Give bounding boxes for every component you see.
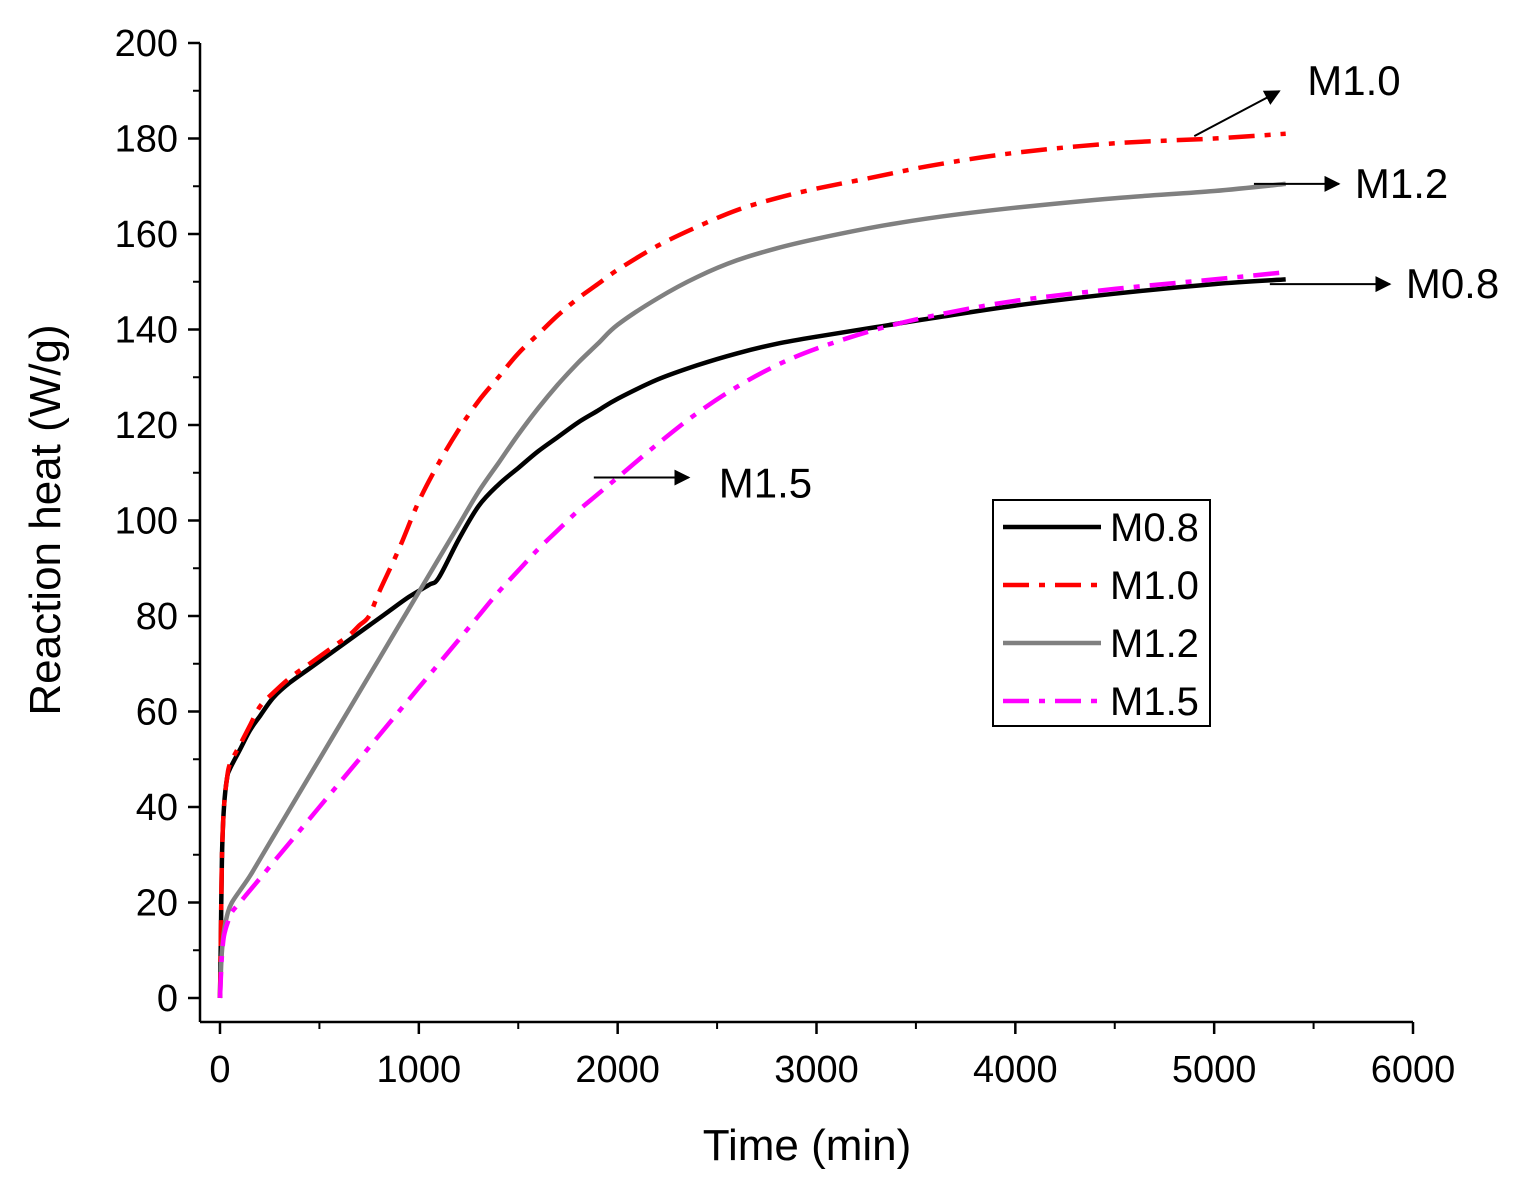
y-tick-label: 80 xyxy=(136,596,178,638)
axis-ticks: 0 1000 2000 3000 4000 5000 6000 0 20 40 60 80 100 120… xyxy=(115,23,1456,1091)
y-tick-label: 20 xyxy=(136,883,178,925)
series-line-m1-5 xyxy=(217,269,1286,999)
legend: M0.8 M1.0 M1.2 M1.5 xyxy=(992,499,1211,727)
series-line-m1-0 xyxy=(217,131,1286,999)
y-tick-label: 100 xyxy=(115,501,178,543)
annotations: M1.0 M1.2 M0.8 M1.5 xyxy=(593,57,1499,507)
y-tick-label: 140 xyxy=(115,310,178,352)
y-tick-label: 120 xyxy=(115,405,178,447)
annotation-label-m1-0: M1.0 xyxy=(1307,57,1400,104)
plot-series xyxy=(217,131,1286,999)
series-line-m0-8 xyxy=(217,277,1286,999)
legend-label-m1-2: M1.2 xyxy=(1110,622,1199,666)
x-tick-label: 1000 xyxy=(377,1049,462,1091)
x-tick-label: 4000 xyxy=(973,1049,1058,1091)
y-axis-title: Reaction heat (W/g) xyxy=(21,324,70,715)
y-tick-label: 180 xyxy=(115,119,178,161)
legend-label-m1-0: M1.0 xyxy=(1110,564,1199,608)
x-tick-label: 6000 xyxy=(1371,1049,1456,1091)
x-tick-label: 5000 xyxy=(1172,1049,1257,1091)
x-tick-label: 0 xyxy=(209,1049,230,1091)
legend-label-m0-8: M0.8 xyxy=(1110,506,1199,550)
legend-label-m1-5: M1.5 xyxy=(1110,680,1199,724)
annotation-label-m0-8: M0.8 xyxy=(1406,260,1499,307)
x-tick-label: 2000 xyxy=(575,1049,660,1091)
annotation-label-m1-2: M1.2 xyxy=(1355,160,1448,207)
x-tick-label: 3000 xyxy=(774,1049,859,1091)
legend-box xyxy=(992,499,1211,727)
x-axis-title: Time (min) xyxy=(703,1121,912,1170)
series-line-m1-2 xyxy=(217,181,1286,999)
y-tick-label: 60 xyxy=(136,692,178,734)
annotation-arrow-m1-0 xyxy=(1193,90,1281,137)
y-tick-label: 40 xyxy=(136,787,178,829)
y-tick-label: 160 xyxy=(115,214,178,256)
annotation-label-m1-5: M1.5 xyxy=(719,460,812,507)
y-tick-label: 200 xyxy=(115,23,178,65)
y-tick-label: 0 xyxy=(157,978,178,1020)
